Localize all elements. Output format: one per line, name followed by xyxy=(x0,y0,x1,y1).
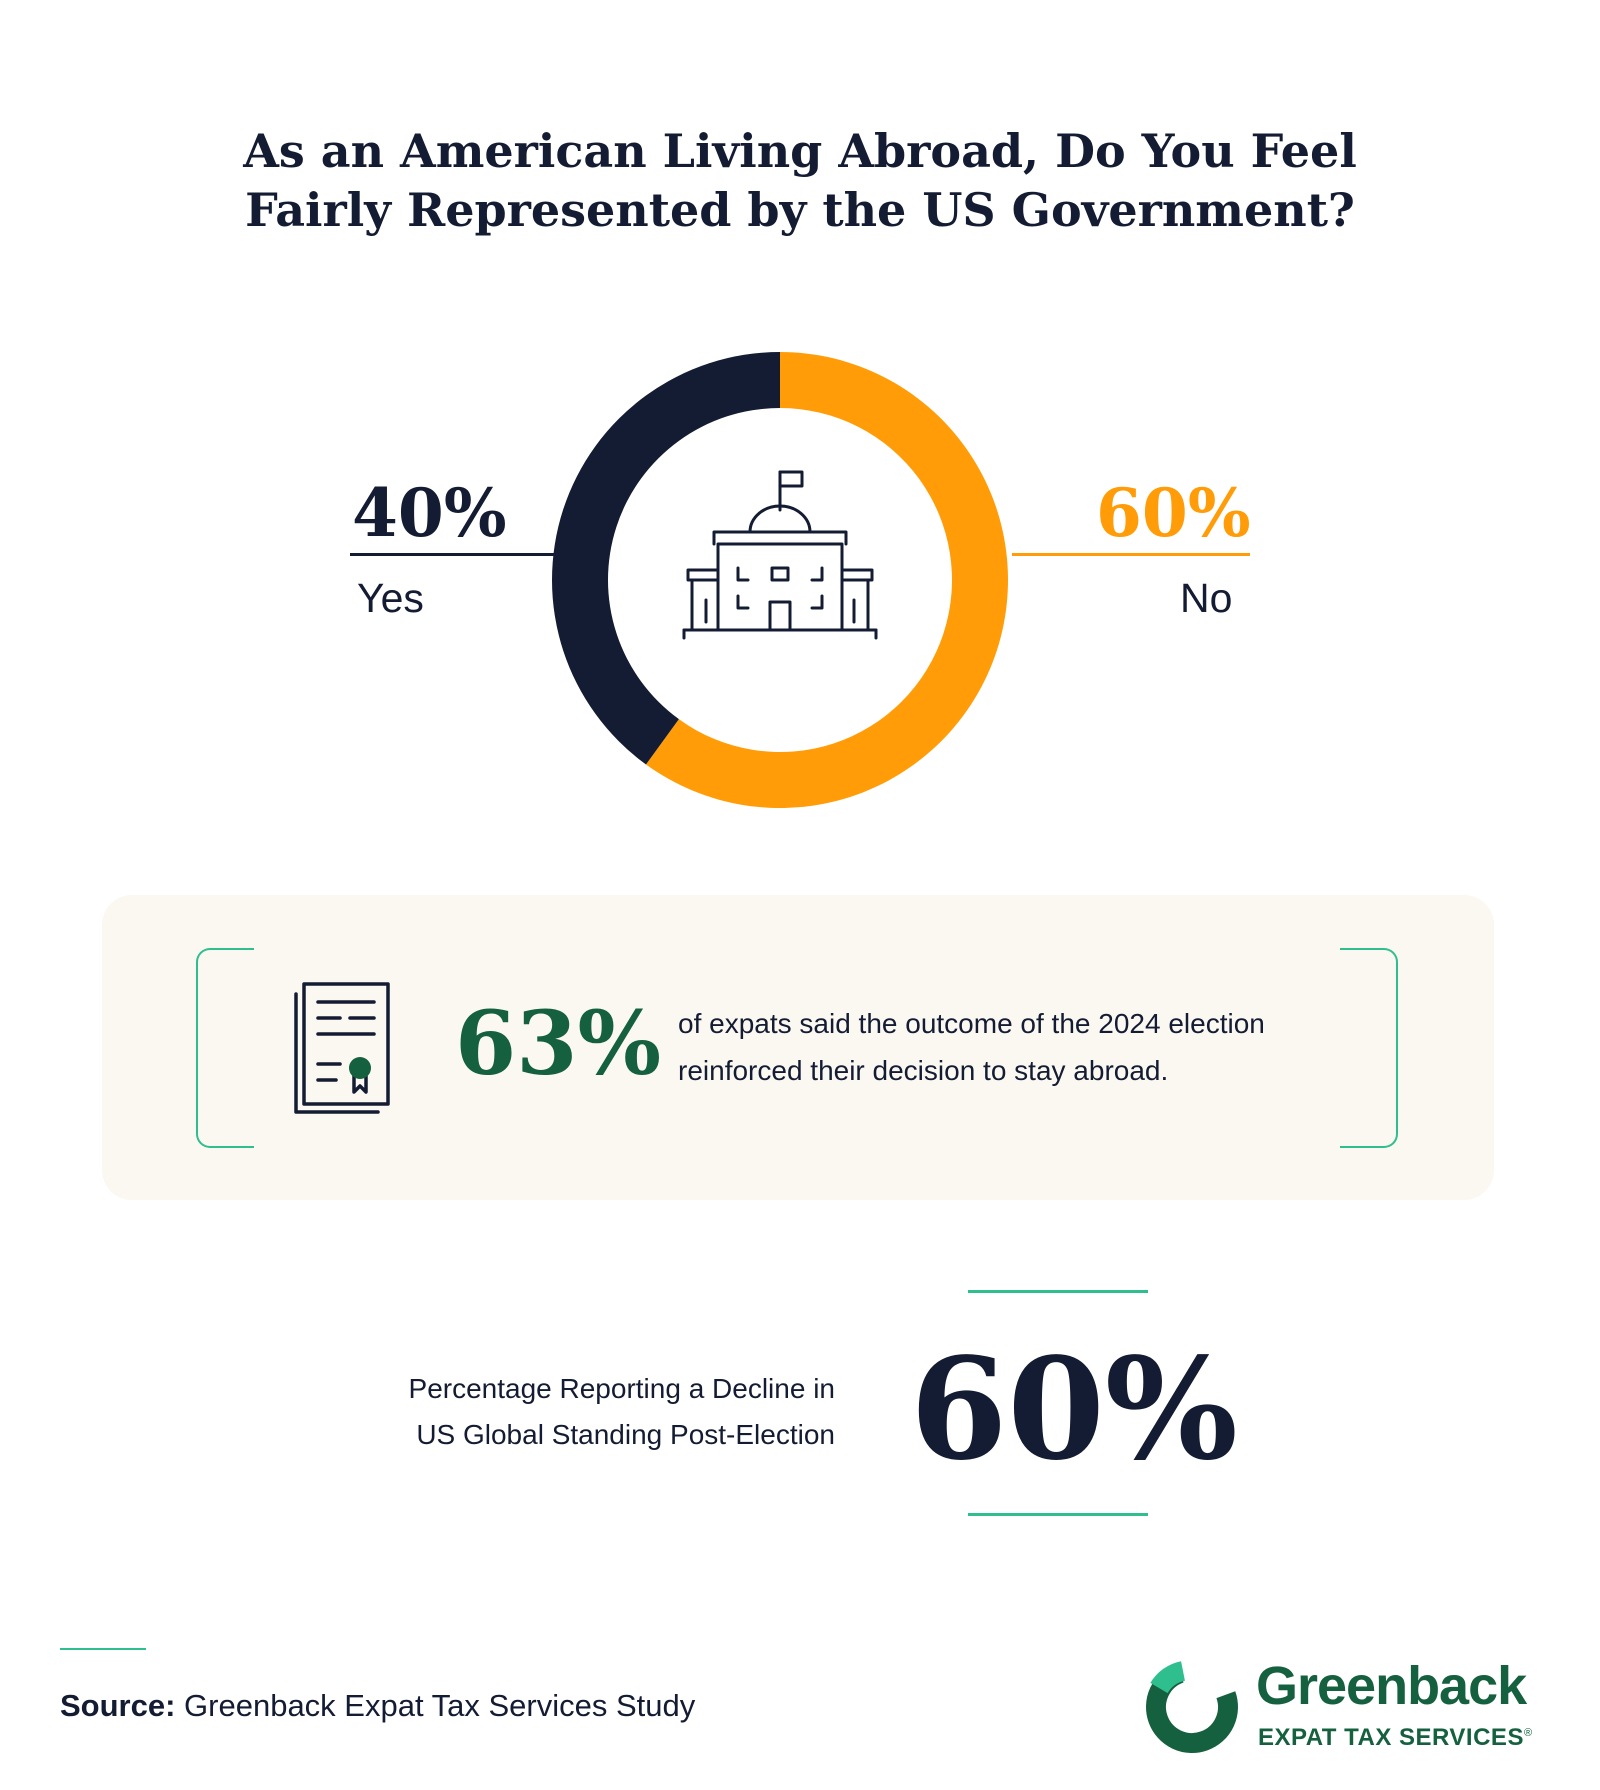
source-label: Source: xyxy=(60,1688,176,1723)
expats-stay-line-2: reinforced their decision to stay abroad… xyxy=(678,1055,1169,1086)
brand-tagline: EXPAT TAX SERVICES® xyxy=(1258,1718,1533,1753)
chart-title-line-2: Fairly Represented by the US Government? xyxy=(245,183,1355,237)
decline-percentage: 60% xyxy=(910,1328,1238,1492)
callout-box xyxy=(102,895,1494,1200)
greenback-logo-mark-icon xyxy=(1146,1661,1238,1753)
source-rule xyxy=(60,1648,146,1650)
capitol-building-icon xyxy=(682,470,878,640)
decline-bottom-rule xyxy=(968,1513,1148,1516)
decline-description: Percentage Reporting a Decline in US Glo… xyxy=(300,1366,835,1458)
expats-stay-percentage: 63% xyxy=(455,991,662,1095)
donut-slice-no xyxy=(645,352,1008,808)
source-text: Greenback Expat Tax Services Study xyxy=(184,1688,696,1723)
brand-tagline-text: EXPAT TAX SERVICES xyxy=(1258,1724,1524,1751)
decline-top-rule xyxy=(968,1290,1148,1293)
left-bracket xyxy=(196,948,254,1148)
expats-stay-line-1: of expats said the outcome of the 2024 e… xyxy=(678,1008,1265,1039)
chart-title-line-1: As an American Living Abroad, Do You Fee… xyxy=(243,124,1357,178)
decline-line-1: Percentage Reporting a Decline in xyxy=(408,1373,835,1404)
source-line: Source: Greenback Expat Tax Services Stu… xyxy=(60,1686,695,1726)
donut-chart xyxy=(552,352,1008,808)
certificate-document-icon xyxy=(294,982,390,1114)
chart-title: As an American Living Abroad, Do You Fee… xyxy=(0,122,1600,240)
donut-slice-yes xyxy=(552,352,780,765)
brand-name: Greenback xyxy=(1256,1656,1527,1716)
yes-label: Yes xyxy=(357,575,424,621)
yes-percentage: 40% xyxy=(352,474,507,552)
decline-line-2: US Global Standing Post-Election xyxy=(416,1419,835,1450)
expats-stay-description: of expats said the outcome of the 2024 e… xyxy=(678,1000,1338,1094)
no-label: No xyxy=(1180,575,1233,621)
registered-mark: ® xyxy=(1523,1727,1533,1739)
no-percentage: 60% xyxy=(1096,474,1251,552)
yes-leader-line xyxy=(350,553,555,556)
no-leader-line xyxy=(1012,553,1250,556)
right-bracket xyxy=(1340,948,1398,1148)
